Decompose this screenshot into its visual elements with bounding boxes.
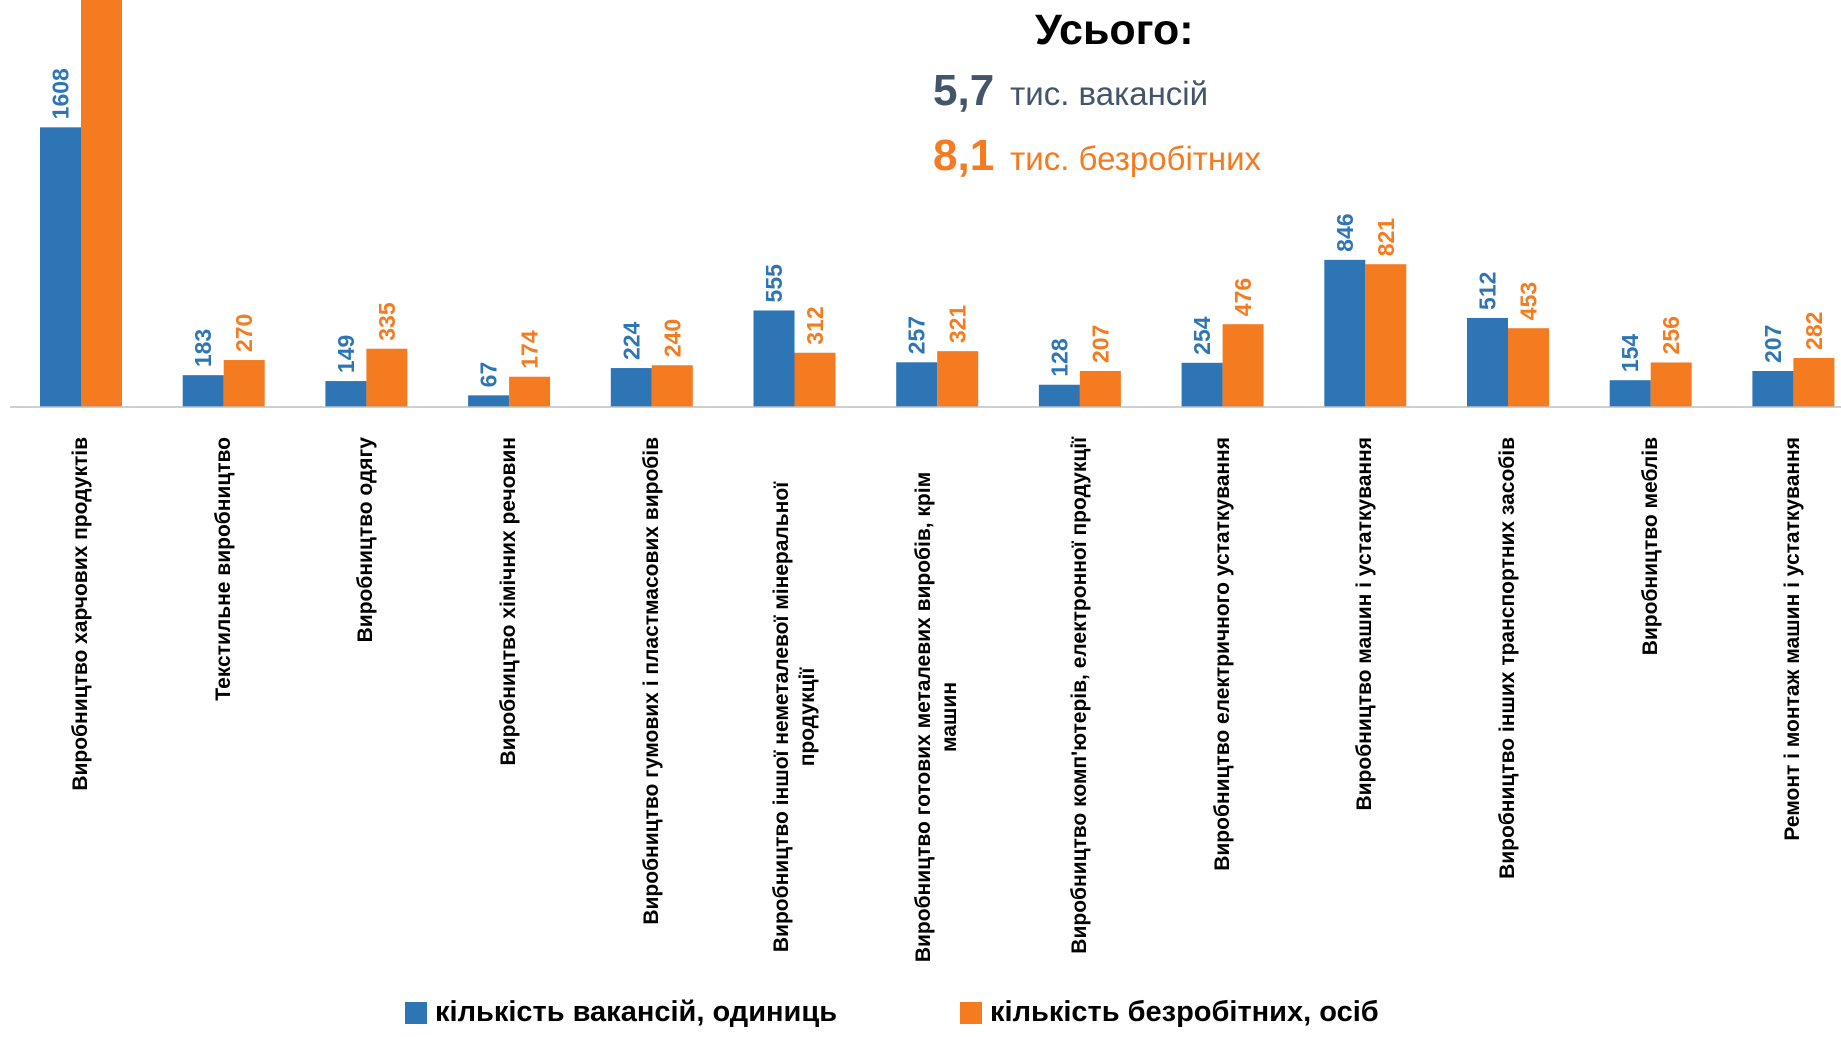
- legend-swatch: [405, 1001, 427, 1024]
- bar: [651, 365, 693, 407]
- bar: [1079, 370, 1121, 407]
- bar: [794, 352, 836, 407]
- bar: [468, 395, 510, 407]
- x-tick-label-text: Ремонт і монтаж машин і устаткування: [1781, 437, 1805, 841]
- bar: [81, 0, 122, 408]
- x-tick-label-text: Виробництво готових металевих виробів, к…: [911, 471, 962, 963]
- value-label: 257: [904, 316, 930, 354]
- x-tick-label: Виробництво хімічних речовин: [474, 437, 544, 1017]
- x-tick-label-text: Виробництво гумових і пластмасових вироб…: [639, 437, 663, 925]
- bar: [896, 362, 938, 407]
- value-label: 224: [618, 321, 644, 360]
- value-label: 207: [1087, 325, 1113, 363]
- bar: [1609, 380, 1651, 407]
- bar: [1467, 317, 1508, 407]
- x-tick-label-text: Виробництво комп'ютерів, електронної про…: [1067, 437, 1091, 954]
- summary-value: 8,1: [933, 131, 995, 180]
- value-label: 183: [190, 329, 216, 367]
- bar: [1038, 384, 1080, 407]
- x-tick-label: Виробництво електричного устаткування: [1188, 437, 1258, 1017]
- legend-swatch: [960, 1001, 982, 1024]
- bar: [1508, 328, 1549, 407]
- summary-row: 5,7 тис. вакансій: [933, 66, 1208, 116]
- x-tick-label: Виробництво меблів: [1616, 437, 1686, 1017]
- x-tick-label: Виробництво інших транспортних засобів: [1473, 437, 1543, 1017]
- bar: [223, 360, 265, 407]
- bar: [1181, 362, 1223, 407]
- value-label: 846: [1332, 213, 1358, 251]
- bar: [1752, 370, 1794, 407]
- bar: [509, 376, 551, 407]
- value-label: 555: [761, 264, 787, 303]
- value-label: 453: [1516, 282, 1542, 320]
- x-tick-label: Виробництво машин і устаткування: [1330, 437, 1400, 1017]
- bar: [937, 351, 979, 407]
- value-label: 149: [333, 335, 359, 373]
- legend-text: кількість безробітних, осіб: [990, 996, 1379, 1028]
- x-tick-label-text: Виробництво інших транспортних засобів: [1495, 437, 1519, 879]
- value-label: 254: [1189, 316, 1215, 355]
- value-label: 512: [1475, 272, 1501, 310]
- legend-text: кількість вакансій, одиниць: [435, 996, 838, 1028]
- x-tick-label-text: Виробництво машин і устаткування: [1353, 437, 1377, 811]
- value-label: 207: [1760, 325, 1786, 363]
- plot-area: [40, 0, 1835, 408]
- x-tick-label: Виробництво харчових продуктів: [46, 437, 116, 1017]
- value-label: 335: [374, 302, 400, 341]
- summary-title: Усього:: [1035, 6, 1194, 54]
- bar: [325, 381, 367, 407]
- value-label: 128: [1046, 338, 1072, 377]
- bar: [182, 375, 224, 407]
- bar: [1793, 357, 1835, 407]
- x-tick-label-text: Виробництво меблів: [1638, 437, 1662, 656]
- summary-text: тис. безробітних: [1010, 140, 1262, 177]
- value-label: 821: [1373, 218, 1399, 257]
- value-label: 1608: [48, 68, 74, 119]
- value-label: 256: [1658, 316, 1684, 354]
- value-label: 321: [945, 305, 971, 344]
- summary-text: тис. вакансій: [1010, 75, 1209, 112]
- bar: [1365, 264, 1407, 407]
- bar: [610, 368, 652, 407]
- value-label: 270: [231, 314, 257, 352]
- x-tick-label: Текстильне виробництво: [189, 437, 259, 1017]
- bar: [366, 348, 408, 407]
- x-tick-label-text: Виробництво іншої неметалевої мінерально…: [769, 481, 819, 953]
- value-label: 154: [1617, 334, 1643, 373]
- x-tick-label: Виробництво одягу: [331, 437, 401, 1017]
- value-label: 282: [1801, 312, 1827, 350]
- bar: [1222, 324, 1264, 407]
- x-tick-label: Ремонт і монтаж машин і устаткування: [1758, 437, 1828, 1017]
- x-tick-label-text: Текстильне виробництво: [211, 437, 235, 701]
- x-tick-label-text: Виробництво електричного устаткування: [1210, 437, 1234, 871]
- x-tick-label-text: Виробництво хімічних речовин: [496, 437, 520, 766]
- x-tick-label: Виробництво комп'ютерів, електронної про…: [1045, 437, 1115, 1017]
- bar: [1650, 362, 1692, 407]
- value-label: 476: [1230, 278, 1256, 316]
- x-tick-label-text: Виробництво харчових продуктів: [68, 437, 92, 791]
- legend-item: кількість безробітних, осіб: [960, 996, 1379, 1029]
- summary-row: 8,1 тис. безробітних: [933, 131, 1261, 181]
- bar: [1324, 259, 1366, 407]
- value-label: 174: [517, 330, 543, 369]
- legend-item: кількість вакансій, одиниць: [405, 996, 837, 1029]
- x-tick-label-text: Виробництво одягу: [354, 437, 378, 643]
- bar: [40, 127, 81, 408]
- value-label: 312: [802, 306, 828, 344]
- value-label: 67: [476, 362, 502, 388]
- bar: [753, 310, 795, 407]
- value-label: 240: [659, 319, 685, 357]
- x-tick-label: Виробництво готових металевих виробів, к…: [902, 437, 972, 1017]
- summary-value: 5,7: [933, 66, 995, 115]
- x-tick-label: Виробництво іншої неметалевої мінерально…: [760, 437, 830, 1017]
- x-tick-label: Виробництво гумових і пластмасових вироб…: [617, 437, 687, 1017]
